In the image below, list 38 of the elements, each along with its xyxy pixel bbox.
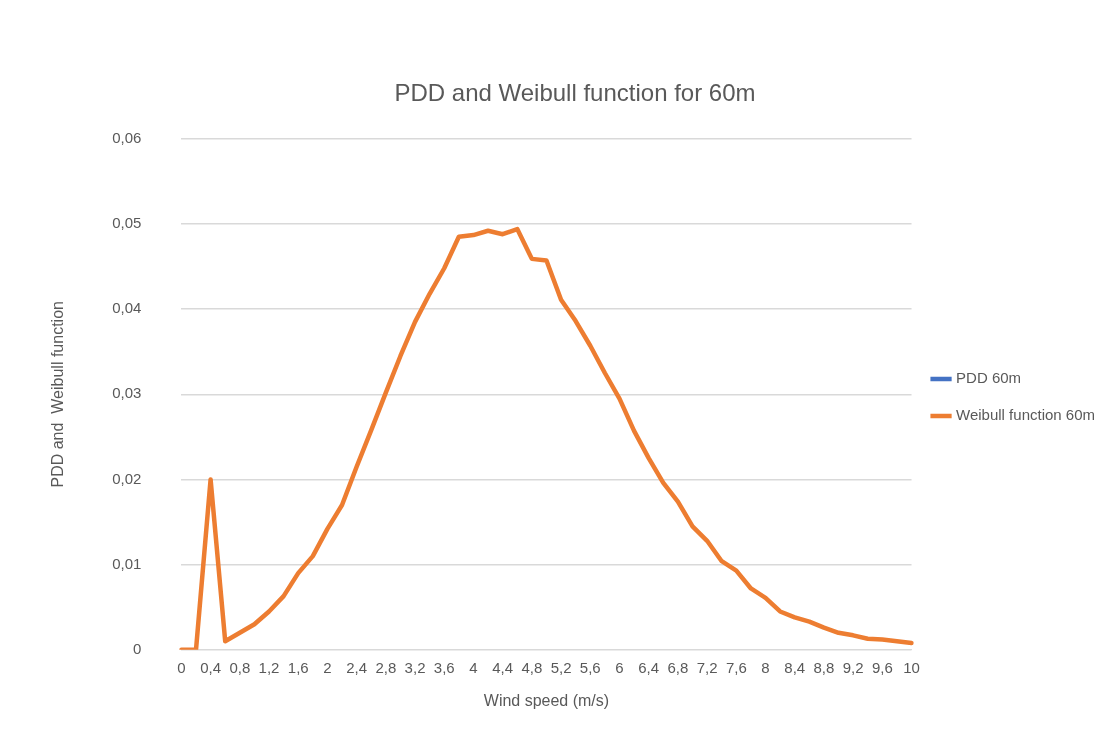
x-tick-label: 10 [903,658,920,676]
y-axis-title: PDD and Weibull function [49,301,67,488]
x-tick-label: 0,8 [229,658,251,676]
x-tick-label: 4 [469,658,478,676]
x-tick-label: 3,2 [404,658,426,676]
x-tick-label: 9,6 [871,658,893,676]
y-tick-label: 0,03 [112,384,142,402]
legend-label: Weibull function 60m [956,406,1096,424]
x-tick-label: 4,8 [521,658,543,676]
x-tick-label: 8,4 [784,658,806,676]
x-tick-label: 8,8 [813,658,835,676]
y-tick-label: 0 [133,639,142,657]
legend-label: PDD 60m [956,369,1022,387]
x-tick-label: 6,8 [667,658,689,676]
x-tick-label: 0 [177,658,186,676]
x-tick-label: 5,2 [550,658,572,676]
x-tick-label: 6,4 [638,658,660,676]
y-tick-label: 0,04 [112,299,142,317]
x-tick-label: 2,4 [346,658,368,676]
x-tick-label: 6 [615,658,624,676]
x-tick-label: 8 [761,658,770,676]
x-tick-label: 9,2 [842,658,864,676]
y-tick-label: 0,01 [112,554,142,572]
x-axis-title: Wind speed (m/s) [483,691,610,709]
y-tick-label: 0,06 [112,128,142,146]
x-tick-label: 1,6 [287,658,309,676]
x-tick-label: 5,6 [579,658,601,676]
y-tick-label: 0,05 [112,214,142,232]
x-tick-label: 7,6 [725,658,747,676]
x-tick-label: 0,4 [200,658,222,676]
x-tick-label: 4,4 [492,658,514,676]
chart-title: PDD and Weibull function for 60m [394,79,756,107]
x-tick-label: 2 [323,658,332,676]
x-tick-label: 7,2 [696,658,718,676]
x-tick-label: 3,6 [433,658,455,676]
y-tick-label: 0,02 [112,469,142,487]
x-tick-label: 1,2 [258,658,280,676]
x-tick-label: 2,8 [375,658,397,676]
